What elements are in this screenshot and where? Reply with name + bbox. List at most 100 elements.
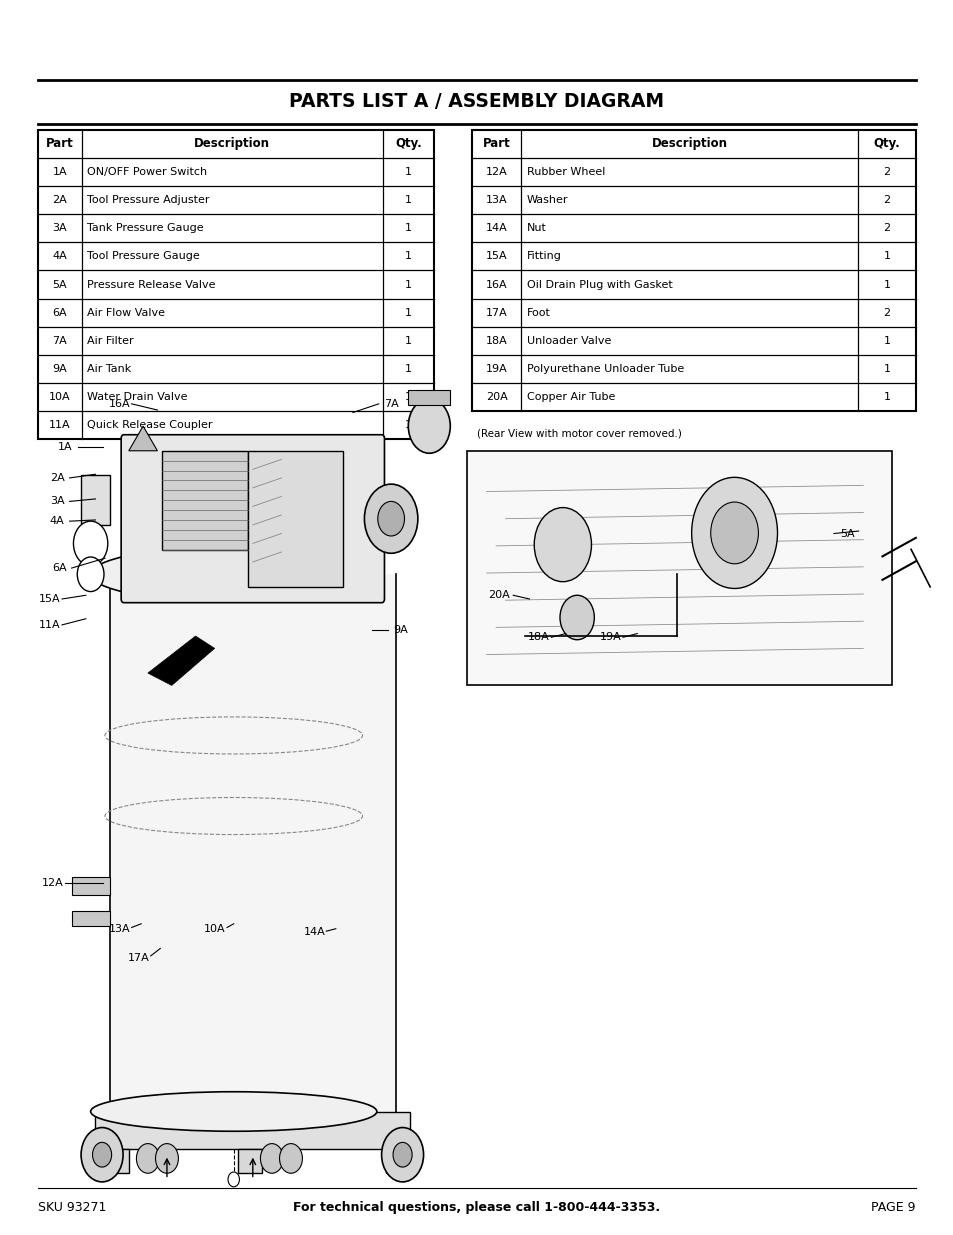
- Text: 2: 2: [882, 167, 890, 177]
- Circle shape: [81, 1128, 123, 1182]
- Text: 15A: 15A: [485, 252, 507, 262]
- Text: 1: 1: [404, 252, 412, 262]
- Text: 1: 1: [404, 167, 412, 177]
- Text: Qty.: Qty.: [395, 137, 421, 151]
- Text: Air Tank: Air Tank: [88, 364, 132, 374]
- Text: Pressure Release Valve: Pressure Release Valve: [88, 279, 215, 289]
- Ellipse shape: [91, 546, 376, 603]
- Bar: [162, 451, 248, 550]
- Text: 11A: 11A: [39, 620, 60, 630]
- Text: Oil Drain Plug with Gasket: Oil Drain Plug with Gasket: [526, 279, 672, 289]
- Ellipse shape: [91, 1092, 376, 1131]
- Text: 1: 1: [404, 224, 412, 233]
- Polygon shape: [148, 636, 214, 685]
- Bar: [71, 877, 110, 895]
- Text: 12A: 12A: [42, 878, 63, 888]
- Text: 1: 1: [404, 364, 412, 374]
- Text: 16A: 16A: [485, 279, 507, 289]
- Text: 1: 1: [404, 195, 412, 205]
- Text: 12A: 12A: [485, 167, 507, 177]
- Circle shape: [691, 477, 777, 589]
- Circle shape: [559, 595, 594, 640]
- Text: For technical questions, please call 1-800-444-3353.: For technical questions, please call 1-8…: [294, 1202, 659, 1214]
- Text: 3A: 3A: [50, 496, 65, 506]
- Circle shape: [260, 1144, 283, 1173]
- Text: 16A: 16A: [109, 399, 130, 409]
- Bar: [386, 1149, 410, 1173]
- Text: 9A: 9A: [393, 625, 408, 635]
- Circle shape: [73, 521, 108, 566]
- Text: 5A: 5A: [52, 279, 67, 289]
- Text: 1: 1: [882, 279, 889, 289]
- Circle shape: [393, 1142, 412, 1167]
- Text: 14A: 14A: [304, 927, 325, 937]
- Circle shape: [77, 557, 104, 592]
- Text: 17A: 17A: [485, 308, 507, 317]
- Text: Quick Release Coupler: Quick Release Coupler: [88, 420, 213, 430]
- Text: 11A: 11A: [49, 420, 71, 430]
- Polygon shape: [129, 426, 157, 451]
- Text: 1: 1: [882, 364, 889, 374]
- FancyBboxPatch shape: [121, 435, 384, 603]
- Text: 2A: 2A: [50, 473, 65, 483]
- Text: 18A: 18A: [485, 336, 507, 346]
- Text: Nut: Nut: [526, 224, 546, 233]
- Text: 19A: 19A: [485, 364, 507, 374]
- Text: 4A: 4A: [50, 516, 65, 526]
- Text: 1: 1: [404, 279, 412, 289]
- Circle shape: [364, 484, 417, 553]
- Circle shape: [377, 501, 404, 536]
- Bar: [110, 574, 395, 1112]
- Circle shape: [92, 1142, 112, 1167]
- Text: 13A: 13A: [485, 195, 507, 205]
- Circle shape: [381, 1128, 423, 1182]
- Text: Tool Pressure Gauge: Tool Pressure Gauge: [88, 252, 200, 262]
- Text: Tool Pressure Adjuster: Tool Pressure Adjuster: [88, 195, 210, 205]
- Circle shape: [534, 508, 591, 582]
- Text: Part: Part: [46, 137, 73, 151]
- Bar: [472, 130, 915, 411]
- Bar: [408, 390, 450, 405]
- Text: PARTS LIST A / ASSEMBLY DIAGRAM: PARTS LIST A / ASSEMBLY DIAGRAM: [289, 93, 664, 111]
- Text: 2: 2: [882, 308, 890, 317]
- Text: Qty.: Qty.: [873, 137, 900, 151]
- Text: 1: 1: [882, 336, 889, 346]
- Text: 18A: 18A: [528, 632, 549, 642]
- Text: 1: 1: [404, 336, 412, 346]
- Text: 14A: 14A: [485, 224, 507, 233]
- Circle shape: [228, 1172, 239, 1187]
- Text: Description: Description: [194, 137, 270, 151]
- Text: Foot: Foot: [526, 308, 550, 317]
- Text: 9A: 9A: [52, 364, 68, 374]
- Bar: [38, 130, 434, 440]
- Text: 13A: 13A: [109, 924, 130, 934]
- Circle shape: [136, 1144, 159, 1173]
- Circle shape: [408, 399, 450, 453]
- Text: 10A: 10A: [204, 924, 225, 934]
- Bar: [71, 910, 110, 925]
- Text: 7A: 7A: [383, 399, 398, 409]
- Text: Part: Part: [482, 137, 510, 151]
- Circle shape: [710, 503, 758, 563]
- Text: 4A: 4A: [52, 252, 68, 262]
- Text: 6A: 6A: [51, 563, 67, 573]
- Text: PAGE 9: PAGE 9: [870, 1202, 915, 1214]
- Text: 20A: 20A: [485, 393, 507, 403]
- Text: 1: 1: [882, 252, 889, 262]
- Text: 17A: 17A: [128, 953, 149, 963]
- Circle shape: [279, 1144, 302, 1173]
- Text: 15A: 15A: [39, 594, 60, 604]
- Text: 1A: 1A: [52, 167, 67, 177]
- Text: 1A: 1A: [57, 442, 72, 452]
- Text: SKU 93271: SKU 93271: [38, 1202, 107, 1214]
- Text: 1: 1: [404, 308, 412, 317]
- Bar: [105, 1149, 129, 1173]
- Text: (Rear View with motor cover removed.): (Rear View with motor cover removed.): [476, 429, 681, 438]
- Text: 2: 2: [882, 195, 890, 205]
- Bar: [95, 1112, 410, 1149]
- Text: 1: 1: [404, 393, 412, 403]
- Text: Washer: Washer: [526, 195, 568, 205]
- Text: 1: 1: [882, 393, 889, 403]
- Text: 7A: 7A: [52, 336, 68, 346]
- Text: Fitting: Fitting: [526, 252, 561, 262]
